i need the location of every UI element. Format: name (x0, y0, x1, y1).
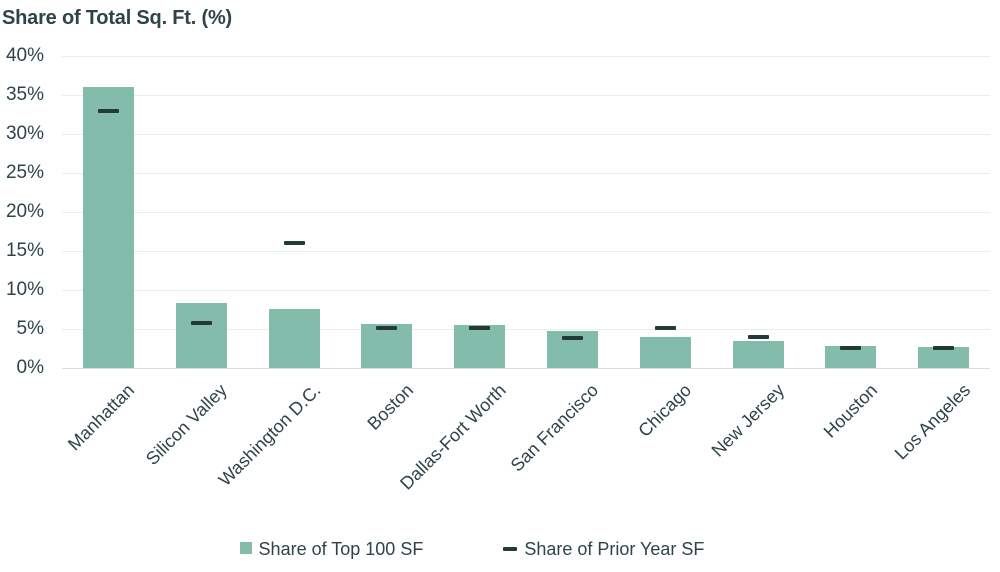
y-tick-label-40: 40% (5, 45, 44, 66)
prior-year-marker-houston (840, 345, 862, 350)
x-axis-label-los-angeles: Los Angeles (890, 380, 974, 464)
gridline-5 (62, 329, 990, 330)
bar-silicon-valley (175, 303, 227, 368)
gridline-0 (62, 368, 990, 369)
gridline-40 (62, 56, 990, 57)
gridline-15 (62, 251, 990, 252)
gridline-20 (62, 212, 990, 213)
prior-year-marker-boston (376, 326, 398, 331)
prior-year-marker-manhattan (97, 108, 119, 113)
x-axis-label-manhattan: Manhattan (64, 380, 139, 455)
gridline-10 (62, 290, 990, 291)
bar-los-angeles (918, 346, 970, 368)
y-tick-label-5: 5% (16, 318, 44, 339)
x-axis-label-san-francisco: San Francisco (507, 380, 603, 476)
prior-year-marker-new-jersey (747, 334, 769, 339)
bar-boston (361, 324, 413, 368)
x-axis-label-washington-d-c: Washington D.C. (214, 380, 325, 490)
x-axis-label-silicon-valley: Silicon Valley (142, 380, 232, 469)
y-tick-label-20: 20% (5, 201, 44, 222)
y-tick-label-25: 25% (5, 162, 44, 183)
prior-year-marker-san-francisco (561, 336, 583, 341)
y-tick-label-35: 35% (5, 84, 44, 105)
gridline-30 (62, 134, 990, 135)
prior-year-marker-chicago (654, 326, 676, 331)
gridline-25 (62, 173, 990, 174)
legend-label-top-100-sf: Share of Top 100 SF (258, 538, 424, 559)
prior-year-marker-silicon-valley (190, 320, 212, 325)
legend-item-top-100-sf: Share of Top 100 SF (239, 538, 424, 560)
chart-title: Share of Total Sq. Ft. (%) (2, 7, 232, 29)
y-tick-label-0: 0% (16, 357, 44, 378)
legend-item-prior-year-sf: Share of Prior Year SF (503, 539, 704, 560)
x-axis-label-new-jersey: New Jersey (707, 380, 789, 461)
y-tick-label-15: 15% (5, 240, 44, 261)
gridline-35 (62, 95, 990, 96)
dash-swatch-icon (503, 547, 518, 551)
y-tick-label-10: 10% (5, 279, 44, 300)
bar-washington-d-c (268, 308, 320, 368)
x-axis-label-chicago: Chicago (634, 380, 696, 441)
bar-swatch-icon (239, 542, 252, 554)
bar-manhattan (82, 87, 134, 368)
x-axis-label-houston: Houston (819, 380, 881, 442)
bar-dallas-fort-worth (454, 325, 506, 368)
bar-chicago (639, 336, 691, 368)
prior-year-marker-dallas-fort-worth (469, 326, 491, 331)
bar-houston (825, 346, 877, 368)
x-axis-label-boston: Boston (363, 380, 417, 434)
legend: Share of Top 100 SF Share of Prior Year … (0, 536, 972, 562)
prior-year-marker-los-angeles (933, 345, 955, 350)
bar-new-jersey (732, 340, 784, 368)
legend-label-prior-year-sf: Share of Prior Year SF (524, 538, 705, 559)
prior-year-marker-washington-d-c (283, 241, 305, 246)
y-tick-label-30: 30% (5, 123, 44, 144)
